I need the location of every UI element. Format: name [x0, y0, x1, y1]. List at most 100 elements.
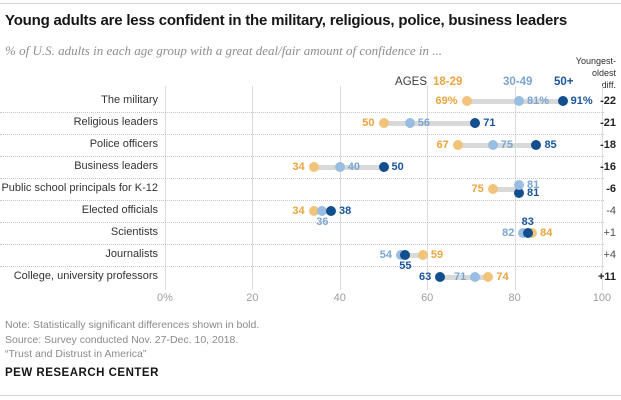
dot-50+ [400, 250, 411, 260]
value-label: 91% [570, 95, 593, 107]
diff-header-line1: Youngest- [575, 56, 616, 66]
gridline [165, 86, 166, 290]
dot-18-29 [483, 272, 494, 282]
value-label: 71 [454, 271, 467, 283]
row-separator [0, 222, 604, 223]
value-label: 74 [496, 271, 509, 283]
diff-header-line3: diff. [601, 80, 616, 90]
category-label: Police officers [89, 138, 158, 150]
category-label: Business leaders [74, 160, 158, 172]
dot-18-29 [308, 206, 319, 216]
value-label: 63 [419, 271, 432, 283]
value-label: 81 [526, 179, 540, 191]
value-label: 75 [500, 139, 513, 151]
dot-50+ [557, 96, 568, 106]
x-tick-label: 0% [157, 292, 173, 304]
diff-value: -18 [600, 139, 616, 151]
dot-50+ [326, 206, 337, 216]
page-title: Young adults are less confident in the m… [5, 12, 567, 29]
value-label: 67 [436, 139, 449, 151]
value-label: 50 [391, 161, 404, 173]
top-border [0, 3, 621, 4]
value-label: 34 [292, 161, 305, 173]
category-label: Elected officials [81, 204, 158, 216]
legend-item-18-29: 18-29 [433, 76, 463, 88]
x-tick-label: 60 [421, 292, 434, 304]
category-label: The military [101, 94, 158, 106]
gridline [252, 86, 254, 290]
x-tick-label: 80 [508, 292, 521, 304]
dot-50+ [531, 140, 542, 150]
connector-bar [383, 121, 476, 126]
category-label: Public school principals for K-12 [1, 182, 158, 194]
dot-18-29 [461, 96, 472, 106]
x-tick-label: 20 [246, 292, 259, 304]
connector-bar [492, 187, 519, 192]
value-label: 82 [502, 227, 515, 239]
value-label: 55 [399, 260, 412, 272]
legend-item-30-49: 30-49 [503, 76, 533, 88]
dot-18-29 [378, 118, 389, 128]
dot-50+ [378, 162, 389, 172]
diff-value: -16 [600, 161, 616, 173]
row-separator [0, 266, 604, 267]
connector-bar [400, 253, 423, 258]
dot-30-49 [513, 96, 524, 106]
category-label: College, university professors [13, 270, 158, 282]
dot-30-49 [513, 180, 524, 190]
value-label: 56 [417, 117, 430, 129]
dot-30-49 [487, 140, 498, 150]
diff-value: -21 [600, 117, 616, 129]
diff-value: -6 [606, 183, 616, 195]
note-line-2: Source: Survey conducted Nov. 27-Dec. 10… [5, 333, 239, 346]
row-separator [0, 178, 604, 179]
dot-30-49 [404, 118, 415, 128]
gridline [339, 86, 341, 290]
dot-50+ [435, 272, 446, 282]
x-tick-label: 100 [592, 292, 612, 304]
diff-value: -4 [606, 205, 616, 217]
value-label: 54 [379, 249, 392, 261]
row-separator [0, 156, 604, 157]
bottom-border [0, 395, 621, 396]
dot-50+ [470, 118, 481, 128]
gridline [602, 86, 603, 290]
diff-column-header: Youngest- oldest diff. [566, 55, 616, 91]
value-label: 34 [292, 205, 305, 217]
dot-18-29 [452, 140, 463, 150]
diff-value: +1 [603, 227, 616, 239]
dot-30-49 [470, 272, 481, 282]
row-separator [0, 134, 604, 135]
diff-value: +11 [597, 271, 616, 283]
value-label: 81 [526, 187, 540, 199]
category-label: Journalists [105, 248, 158, 260]
chart-subtitle: % of U.S. adults in each age group with … [5, 43, 443, 58]
note-line-3: “Trust and Distrust in America” [5, 348, 147, 360]
diff-value: -22 [600, 95, 616, 107]
gridline [427, 86, 429, 290]
value-label: 40 [347, 161, 361, 173]
dot-30-49 [317, 206, 328, 216]
value-label: 81% [526, 95, 549, 107]
category-label: Religious leaders [73, 116, 158, 128]
value-label: 50 [362, 117, 375, 129]
dot-18-29 [487, 184, 498, 194]
dot-18-29 [417, 250, 428, 260]
row-separator [0, 200, 604, 201]
value-label: 59 [430, 249, 444, 261]
connector-bar [313, 165, 384, 170]
row-separator [0, 244, 604, 245]
diff-value: +4 [603, 249, 616, 261]
row-separator [0, 112, 604, 113]
dot-18-29 [308, 162, 319, 172]
value-label: 75 [471, 183, 484, 195]
source-footer: PEW RESEARCH CENTER [5, 367, 159, 379]
value-label: 71 [483, 117, 496, 129]
value-label: 69% [435, 95, 458, 107]
value-label: 85 [544, 139, 557, 151]
x-tick-label: 40 [333, 292, 346, 304]
note-line-1: Note: Statistically significant differen… [5, 319, 260, 331]
dot-30-49 [334, 162, 345, 172]
